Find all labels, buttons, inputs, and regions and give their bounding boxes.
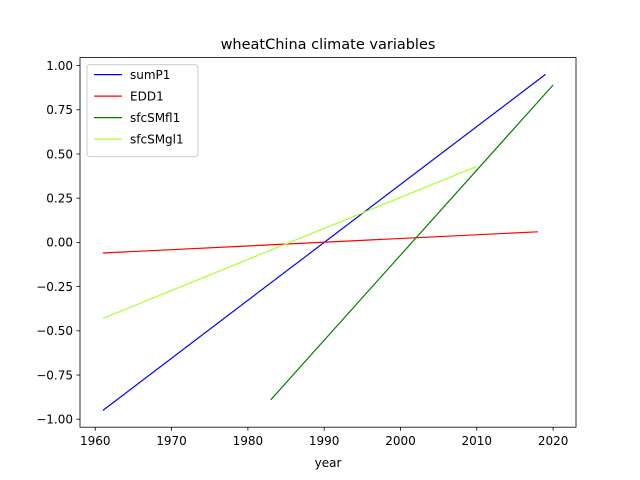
x-tick-label: 2020 xyxy=(538,434,569,448)
y-tick-label: −0.25 xyxy=(36,280,73,294)
x-tick-label: 1990 xyxy=(309,434,340,448)
y-tick-label: 0.00 xyxy=(46,236,73,250)
series-line-sfcSMgl1 xyxy=(102,165,478,319)
y-axis: 1.00 0.75 0.50 0.25 0.00 −0.25 −0.50 −0.75 −1.00 xyxy=(36,59,80,427)
legend-box xyxy=(86,64,199,158)
x-tick-label: 1970 xyxy=(156,434,187,448)
legend-label-sumP1: sumP1 xyxy=(130,68,170,82)
y-tick-label: −0.50 xyxy=(36,324,73,338)
y-tick-label: 0.50 xyxy=(46,147,73,161)
series-line-sfcSMfl1 xyxy=(270,84,554,401)
x-tick-label: 2010 xyxy=(462,434,493,448)
legend-label-sfcSMfl1: sfcSMfl1 xyxy=(130,111,180,125)
y-tick-label: 1.00 xyxy=(46,59,73,73)
legend: sumP1 EDD1 sfcSMfl1 sfcSMgl1 xyxy=(86,64,199,158)
y-tick-label: −0.75 xyxy=(36,368,73,382)
x-tick-label: 1960 xyxy=(80,434,111,448)
y-tick-label: 0.25 xyxy=(46,191,73,205)
series-layer xyxy=(102,73,554,411)
x-tick-label: 1980 xyxy=(233,434,264,448)
series-line-EDD1 xyxy=(102,231,538,254)
x-axis: 1960 1970 1980 1990 2000 2010 2020 xyxy=(80,427,568,448)
x-tick-label: 2000 xyxy=(385,434,416,448)
legend-label-sfcSMgl1: sfcSMgl1 xyxy=(130,132,184,146)
legend-label-EDD1: EDD1 xyxy=(130,89,164,103)
chart-title: wheatChina climate variables xyxy=(221,37,436,53)
y-tick-label: −1.00 xyxy=(36,413,73,427)
x-axis-label: year xyxy=(315,456,342,470)
y-tick-label: 0.75 xyxy=(46,103,73,117)
